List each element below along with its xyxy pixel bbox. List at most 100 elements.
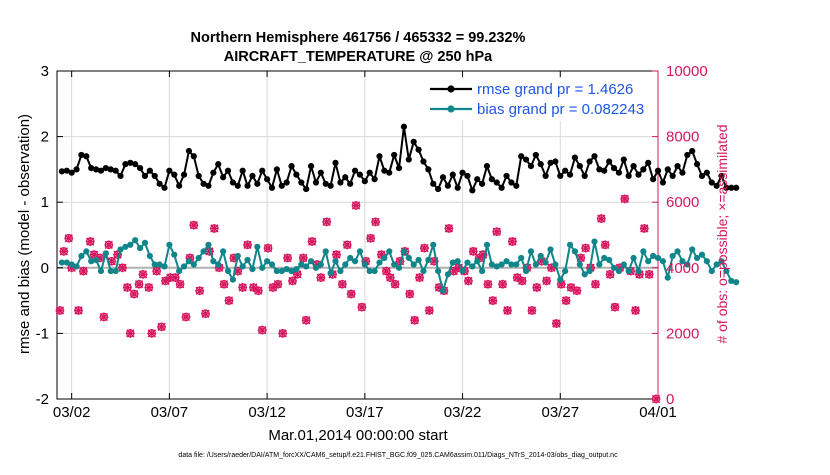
obs-assimilated-marker — [371, 217, 380, 227]
obs-assimilated-marker — [405, 289, 415, 299]
bias-point — [674, 248, 681, 255]
bias-point — [88, 258, 95, 265]
bias-point — [395, 264, 403, 271]
bias-point — [679, 258, 686, 265]
obs-assimilated-marker — [209, 224, 219, 233]
bias-point — [136, 245, 144, 252]
rmse-point — [566, 171, 574, 178]
bias-point — [532, 261, 539, 268]
rmse-point — [703, 169, 710, 176]
bias-point — [469, 263, 476, 270]
obs-assimilated-marker — [381, 266, 391, 276]
rmse-point — [361, 178, 368, 185]
rmse-point — [469, 187, 476, 194]
bias-point — [234, 252, 241, 260]
bias-point — [693, 254, 701, 262]
rmse-point — [381, 167, 388, 174]
rmse-point — [581, 172, 588, 180]
obs-assimilated-marker — [639, 224, 649, 233]
obs-markers — [55, 194, 661, 404]
rmse-point — [132, 161, 139, 168]
obs-assimilated-marker — [366, 233, 376, 243]
bias-point — [97, 267, 105, 275]
rmse-point — [620, 156, 627, 163]
rmse-point — [112, 167, 119, 174]
bias-point — [107, 267, 114, 275]
rmse-point — [97, 167, 105, 174]
rmse-point — [439, 174, 447, 181]
obs-assimilated-marker — [596, 214, 606, 223]
y-right-tick-label: 0 — [666, 391, 674, 408]
bias-point — [264, 258, 271, 265]
legend-bias-label: bias grand pr = 0.082243 — [477, 101, 644, 118]
obs-assimilated-marker — [605, 269, 615, 279]
bias-series — [58, 237, 740, 294]
rmse-point — [298, 179, 305, 186]
obs-assimilated-marker — [468, 247, 478, 256]
bias-point — [415, 256, 422, 264]
obs-assimilated-marker — [195, 286, 205, 296]
y-left-tick-label: 1 — [41, 194, 49, 211]
bias-point — [689, 246, 696, 253]
bias-point — [342, 261, 349, 268]
obs-assimilated-marker — [161, 276, 170, 286]
bias-point — [498, 261, 505, 268]
rmse-point — [215, 161, 222, 168]
bias-point — [122, 243, 129, 250]
bias-point — [508, 261, 515, 268]
bias-point — [273, 267, 280, 275]
rmse-point — [185, 147, 193, 155]
obs-assimilated-marker — [488, 296, 498, 305]
legend-rmse-label: rmse grand pr = 1.4626 — [477, 81, 633, 98]
rmse-point — [342, 174, 349, 181]
rmse-point — [444, 182, 451, 189]
rmse-point — [220, 174, 227, 181]
obs-assimilated-marker — [59, 247, 69, 256]
rmse-point — [420, 158, 427, 165]
bias-point — [63, 259, 70, 266]
bias-point — [254, 243, 261, 250]
rmse-point — [136, 164, 144, 172]
bias-point — [337, 267, 344, 275]
rmse-point — [58, 168, 65, 175]
obs-assimilated-marker — [125, 329, 135, 338]
rmse-point — [415, 146, 422, 153]
obs-assimilated-marker — [55, 306, 65, 315]
obs-assimilated-marker — [517, 276, 527, 286]
rmse-point — [640, 166, 647, 173]
bias-point — [141, 239, 149, 246]
rmse-point — [63, 167, 70, 174]
x-tick-label: 04/01 — [639, 404, 677, 421]
bias-point — [102, 250, 109, 257]
obs-assimilated-marker — [307, 237, 317, 246]
rmse-point — [464, 172, 471, 180]
rmse-point — [562, 167, 569, 174]
obs-assimilated-marker — [322, 217, 332, 227]
bias-point — [400, 248, 408, 255]
obs-assimilated-marker — [410, 315, 420, 325]
bias-point — [718, 258, 725, 265]
bias-point — [703, 258, 710, 265]
rmse-point — [161, 184, 168, 191]
rmse-point — [454, 184, 461, 191]
rmse-point — [615, 169, 623, 176]
bias-point — [581, 271, 588, 278]
obs-assimilated-marker — [138, 269, 148, 279]
rmse-point — [449, 171, 456, 178]
y-left-tick-label: -2 — [36, 391, 49, 408]
bias-point — [83, 248, 90, 255]
bias-point — [713, 261, 720, 268]
obs-assimilated-marker — [337, 279, 347, 289]
bias-point — [132, 237, 139, 244]
obs-assimilated-marker — [620, 194, 630, 204]
rmse-point — [713, 182, 720, 189]
bias-point — [698, 251, 706, 258]
rmse-point — [650, 176, 657, 183]
obs-assimilated-marker — [420, 243, 429, 253]
rmse-point — [625, 172, 632, 180]
obs-assimilated-marker — [257, 325, 267, 335]
rmse-point — [176, 182, 183, 189]
rmse-point — [532, 151, 539, 159]
obs-assimilated-marker — [129, 289, 139, 299]
